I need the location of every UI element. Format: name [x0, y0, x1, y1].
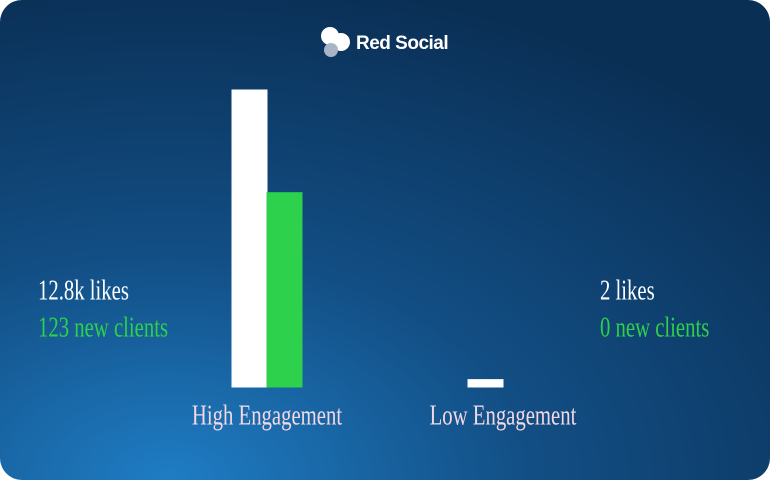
- brand-name: Red Social: [356, 33, 448, 54]
- logo: Red Social: [321, 27, 449, 57]
- value-label: 0 new clients: [600, 313, 709, 344]
- bar: [231, 89, 268, 388]
- category-label: High Engagement: [192, 401, 342, 432]
- value-label: 123 new clients: [38, 313, 168, 344]
- bar: [266, 192, 303, 388]
- value-label: 12.8k likes: [38, 276, 129, 307]
- value-label: 2 likes: [600, 276, 655, 307]
- logo-circle: [324, 43, 338, 57]
- bar: [467, 379, 504, 388]
- category-label: Low Engagement: [430, 401, 577, 432]
